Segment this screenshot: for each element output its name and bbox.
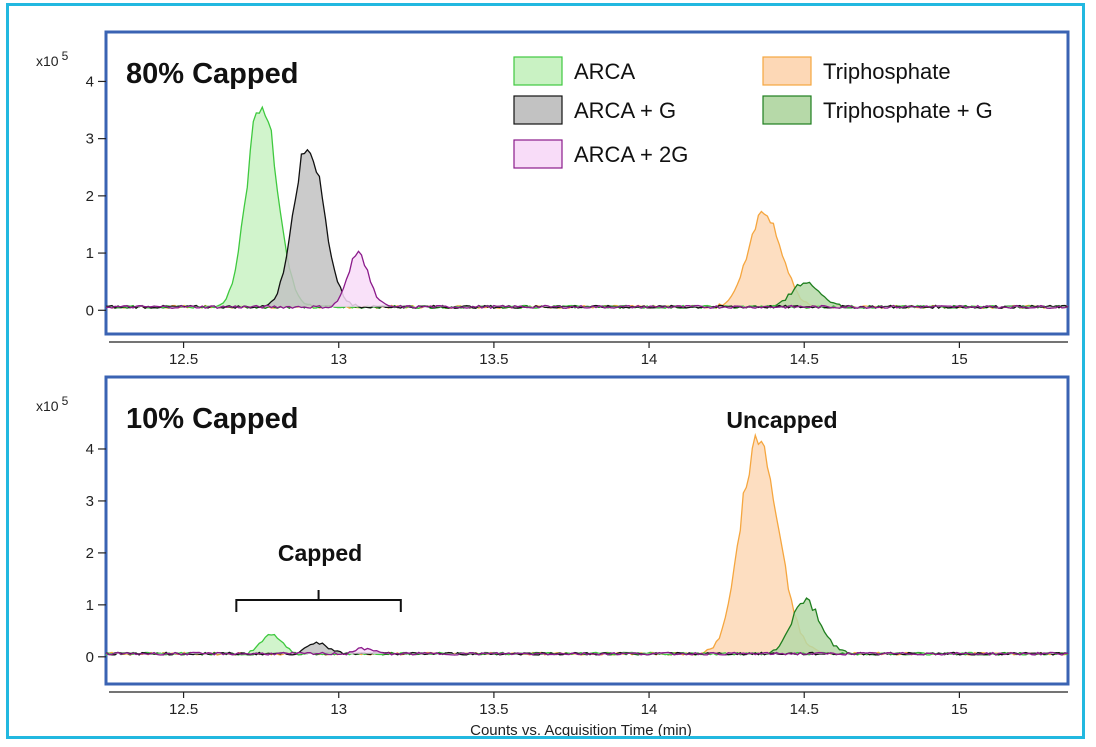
- legend: ARCA ARCA + G ARCA + 2G Triphosphate Triphos…: [513, 56, 993, 169]
- legend-item-triphosphate: Triphosphate: [762, 56, 951, 86]
- legend-label: ARCA: [574, 59, 635, 84]
- x-tick-label: 14.5: [790, 351, 819, 368]
- x-tick-label: 13: [330, 701, 347, 718]
- legend-swatch: [762, 56, 812, 86]
- figure-frame: [6, 3, 1085, 739]
- series-line-arca-2g: [105, 646, 1069, 656]
- legend-item-triphosphate-g: Triphosphate + G: [762, 95, 993, 125]
- y-tick-label: 4: [86, 441, 94, 458]
- series-line-arca-2g: [105, 250, 1069, 310]
- x-tick-label: 14: [641, 701, 658, 718]
- y-tick-label: 0: [86, 649, 94, 666]
- y-tick-label: 1: [86, 597, 94, 614]
- panel-border: [104, 30, 1070, 336]
- x-tick-label: 13: [330, 351, 347, 368]
- annotation-capped: Capped: [278, 540, 362, 566]
- x-tick-label: 14.5: [790, 701, 819, 718]
- x-tick-label: 13.5: [479, 351, 508, 368]
- series-area-triphosphate-g: [106, 598, 1068, 655]
- legend-label: ARCA + 2G: [574, 142, 688, 167]
- capped-bracket: [235, 590, 402, 612]
- annotation-uncapped: Uncapped: [726, 407, 837, 433]
- legend-swatch: [762, 95, 812, 125]
- x-tick-label: 14: [641, 351, 658, 368]
- legend-label: Triphosphate + G: [823, 98, 993, 123]
- legend-item-arca-g: ARCA + G: [513, 95, 676, 125]
- y-tick-label: 2: [86, 188, 94, 205]
- legend-item-arca-2g: ARCA + 2G: [513, 139, 688, 169]
- y-tick-label: 1: [86, 245, 94, 262]
- panel-border: [104, 375, 1070, 686]
- y-tick-label: 3: [86, 493, 94, 510]
- legend-swatch: [513, 139, 563, 169]
- series-area-triphosphate-g: [106, 282, 1068, 309]
- x-tick-label: 12.5: [169, 351, 198, 368]
- y-tick-label: 3: [86, 131, 94, 148]
- x-tick-label: 12.5: [169, 701, 198, 718]
- y-tick-label: 4: [86, 73, 94, 90]
- panel-title: 10% Capped: [126, 403, 298, 435]
- legend-item-arca: ARCA: [513, 56, 635, 86]
- y-tick-label: 2: [86, 545, 94, 562]
- x-tick-label: 13.5: [479, 701, 508, 718]
- y-tick-label: 0: [86, 302, 94, 319]
- x-tick-label: 15: [951, 701, 968, 718]
- panel-title: 80% Capped: [126, 58, 298, 90]
- legend-label: ARCA + G: [574, 98, 676, 123]
- x-tick-label: 15: [951, 351, 968, 368]
- legend-label: Triphosphate: [823, 59, 951, 84]
- series-area-arca-g: [106, 149, 1068, 309]
- series-area-arca-2g: [106, 251, 1068, 309]
- x-axis-label: Counts vs. Acquisition Time (min): [470, 722, 692, 739]
- legend-swatch: [513, 95, 563, 125]
- legend-swatch: [513, 56, 563, 86]
